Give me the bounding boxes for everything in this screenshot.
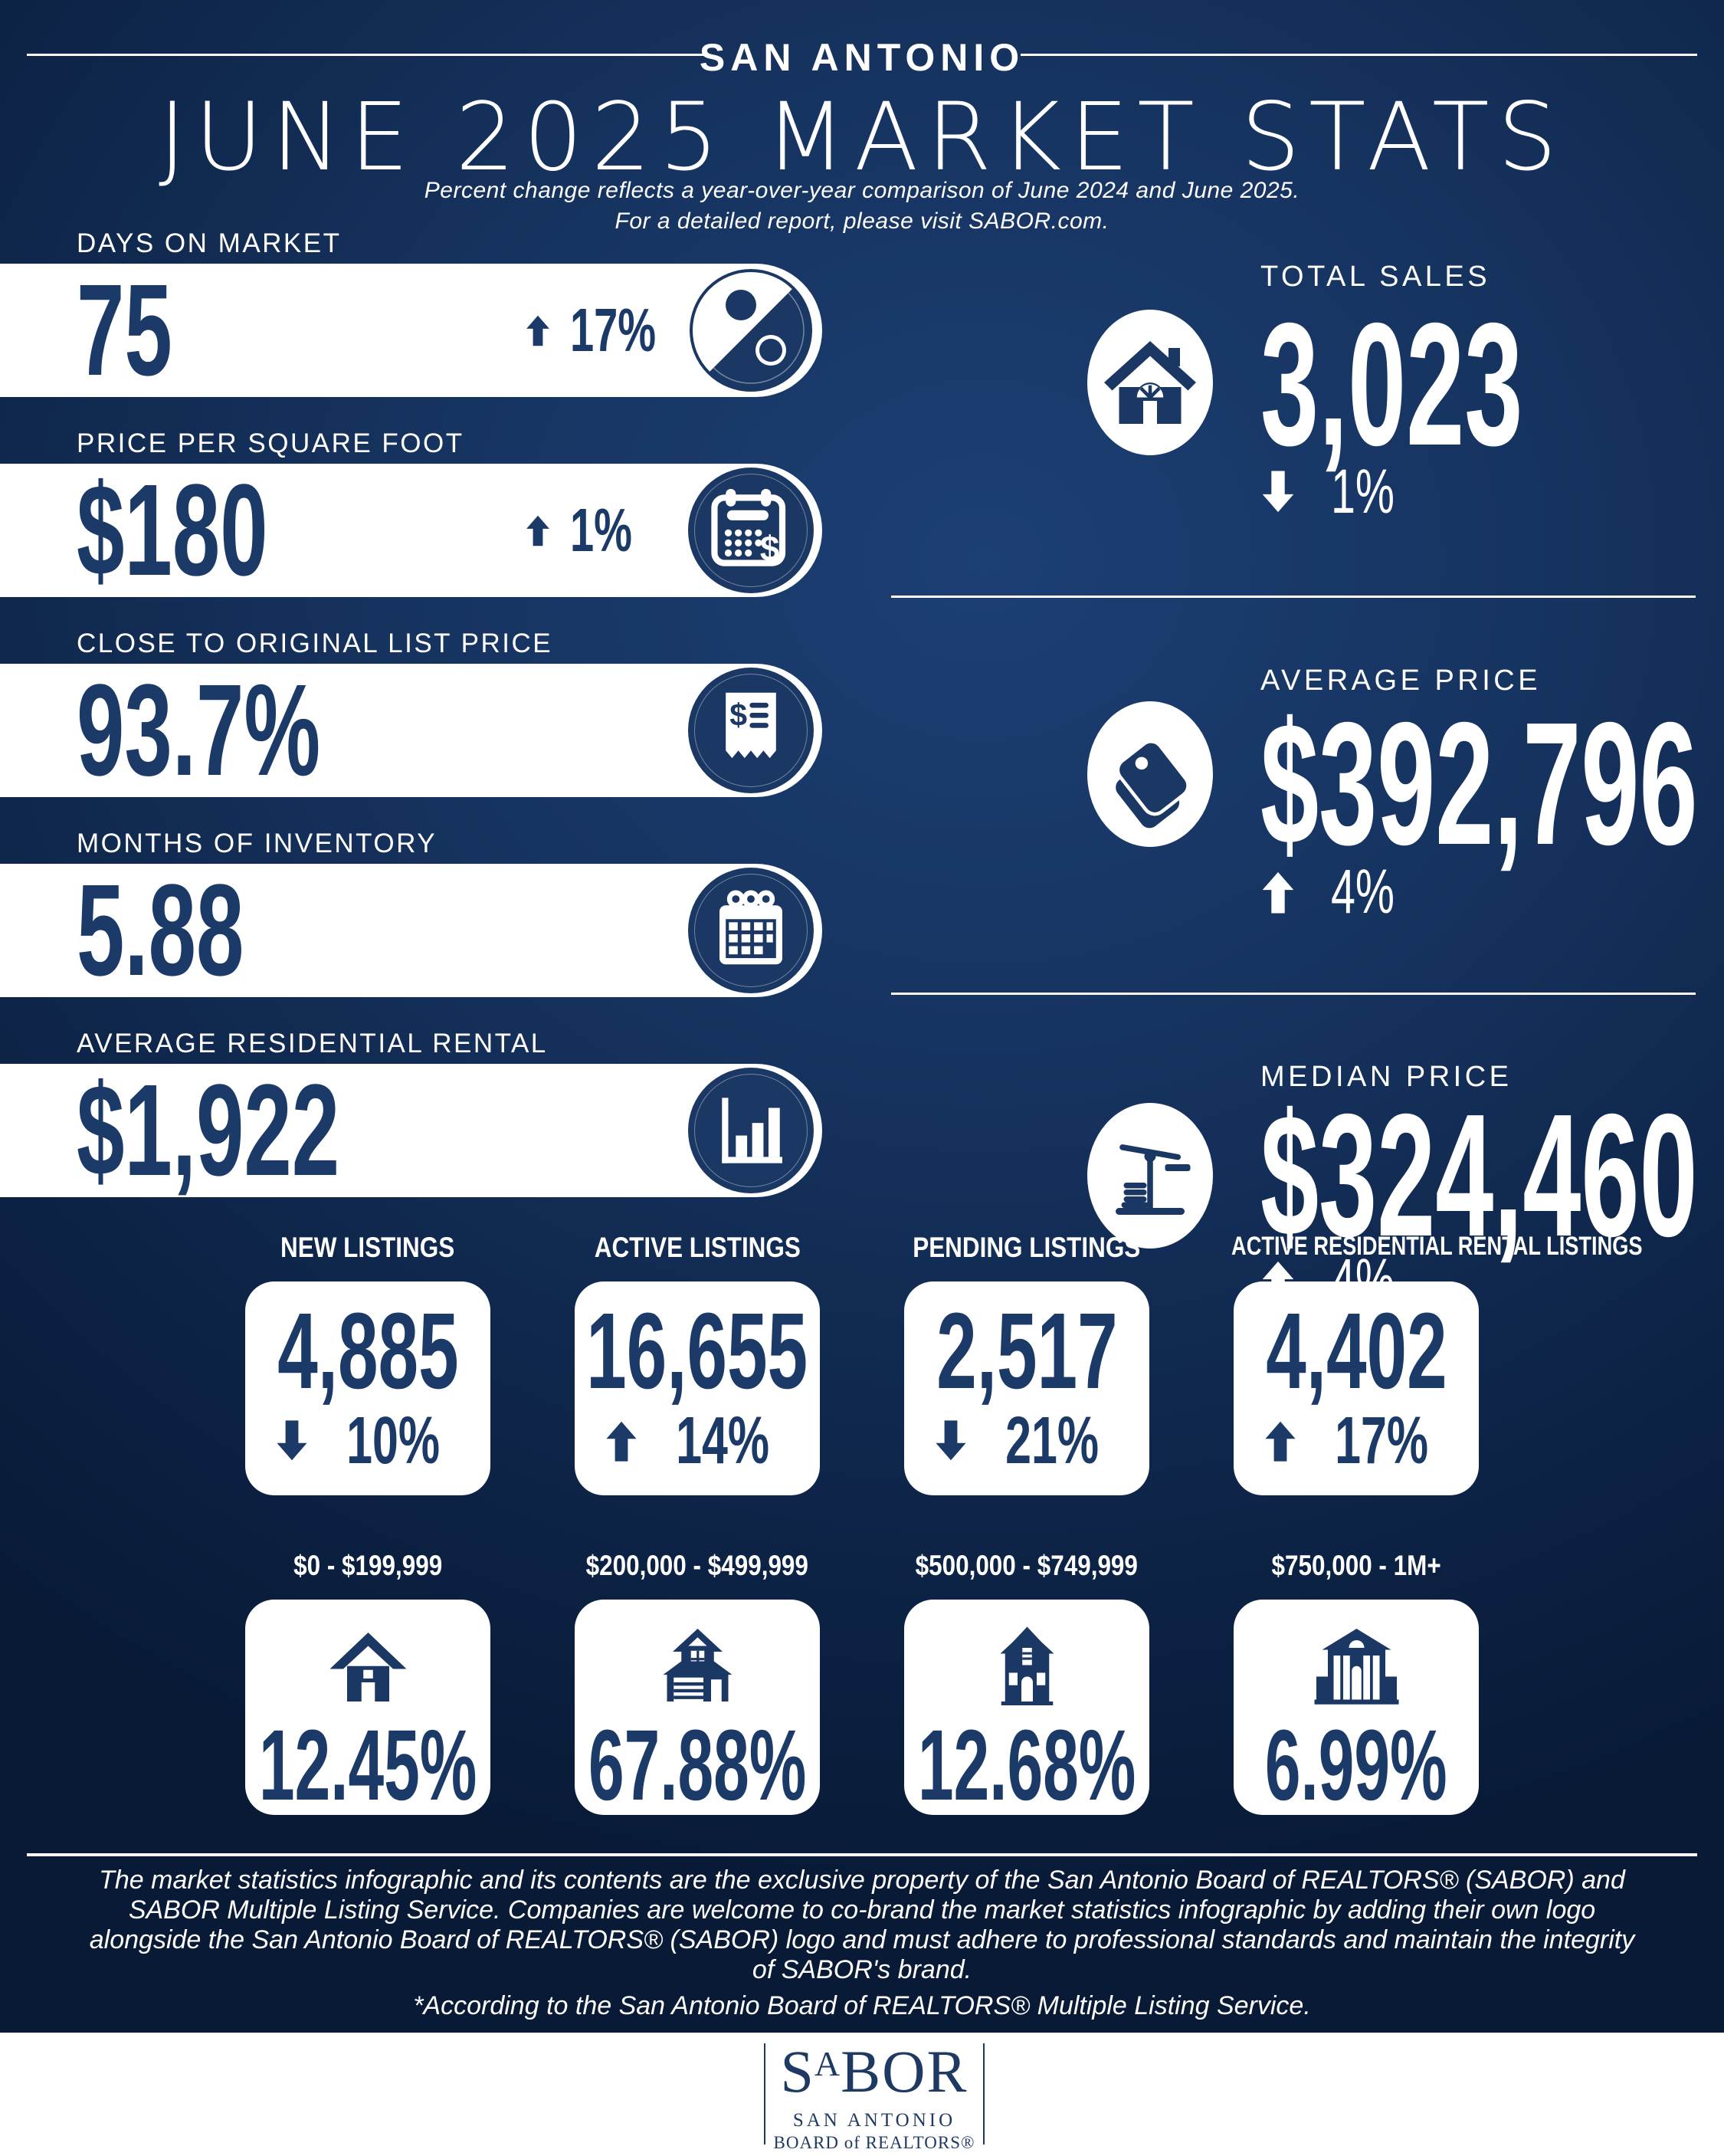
label-price-range-3: $500,000 - $749,999 [915,1550,1139,1581]
subtitle-line2: For a detailed report, please visit SABO… [615,208,1109,234]
disclaimer-line3: alongside the San Antonio Board of REALT… [89,1925,1635,1954]
stat-change: 17% [526,264,693,397]
up-arrow-icon [526,510,550,551]
svg-text:$: $ [760,528,780,568]
up-arrow-icon [1264,1419,1296,1463]
subtitle-line1: Percent change reflects a year-over-year… [424,178,1300,203]
day-night-icon [688,267,814,393]
stat-label-days-on-market: DAYS ON MARKET [77,228,342,258]
value-price-range-4: 6.99% [1265,1708,1447,1821]
disclaimer-line2: SABOR Multiple Listing Service. Companie… [128,1895,1596,1925]
change-new-listings: 10% [245,1403,490,1479]
value-price-range-1: 12.45% [258,1708,477,1821]
stat-bar-avg-rental: $1,922 [0,1058,822,1203]
calendar-icon [688,868,814,993]
change-active-listings: 14% [575,1403,820,1479]
stat-change-average-price: 4% [1260,854,1422,930]
stat-bar-close-to-list: 93.7% $ [0,658,822,803]
header-location: SAN ANTONIO [699,36,1025,79]
header-rule-right [1021,54,1697,56]
stat-value: 75 [77,258,172,403]
down-arrow-icon [276,1419,308,1463]
stat-change-total-sales: 1% [1260,454,1422,530]
value-price-range-3: 12.68% [917,1708,1136,1821]
calendar-dollar-icon: $ [688,468,814,593]
stat-bar-days-on-market: 75 17% [0,258,822,403]
page-title: JUNE 2025 MARKET STATS [159,83,1565,192]
value-pending-listings: 2,517 [936,1289,1118,1411]
change-pending-listings: 21% [904,1403,1149,1479]
down-arrow-icon [1260,470,1296,514]
label-price-range-2: $200,000 - $499,999 [585,1550,809,1581]
up-arrow-icon [605,1419,637,1463]
disclaimer-line4: of SABOR's brand. [752,1955,972,1984]
stat-value-median-price: $324,460 [1260,1078,1698,1273]
stat-change: 1% [526,464,659,597]
stat-label-avg-rental: AVERAGE RESIDENTIAL RENTAL [77,1029,548,1058]
up-arrow-icon [526,310,550,351]
label-price-range-1: $0 - $199,999 [293,1550,443,1581]
sabor-logo: SABOR SAN ANTONIO BOARD of REALTORS® [764,2038,985,2152]
house-two-story-icon [904,1619,1149,1718]
value-new-listings: 4,885 [277,1289,459,1411]
sabor-logo-line1: SAN ANTONIO [792,2110,956,2131]
house-garage-icon [575,1619,820,1718]
stat-bar-months-inventory: 5.88 [0,858,822,1003]
value-price-range-2: 67.88% [588,1708,807,1821]
footer: SABOR SAN ANTONIO BOARD of REALTORS® [0,2033,1724,2156]
disclaimer-line1: The market statistics infographic and it… [99,1866,1625,1895]
house-icon [1087,310,1213,455]
label-pending-listings: PENDING LISTINGS [913,1232,1141,1263]
stat-label-months-inventory: MONTHS OF INVENTORY [77,829,438,858]
stat-label-total-sales: TOTAL SALES [1260,261,1491,293]
divider [891,993,1696,995]
price-tags-icon [1087,701,1213,847]
stat-bar-price-per-sqft: $180 1% $ [0,458,822,603]
disclaimer-footnote: *According to the San Antonio Board of R… [413,1991,1311,2020]
label-active-listings: ACTIVE LISTINGS [594,1232,801,1263]
bar-chart-icon [688,1068,814,1193]
footer-rule [27,1853,1697,1856]
stat-label-median-price: MEDIAN PRICE [1260,1061,1513,1093]
label-price-range-4: $750,000 - 1M+ [1271,1550,1441,1581]
up-arrow-icon [1260,870,1296,914]
down-arrow-icon [935,1419,967,1463]
stat-value-average-price: $392,796 [1260,686,1698,881]
divider [891,596,1696,598]
change-active-rental-listings: 17% [1234,1403,1479,1479]
label-active-rental-listings: ACTIVE RESIDENTIAL RENTAL LISTINGS [1231,1232,1643,1261]
stat-label-price-per-sqft: PRICE PER SQUARE FOOT [77,428,464,458]
header-rule-left [27,54,706,56]
balance-scale-icon [1087,1103,1213,1249]
stat-value-total-sales: 3,023 [1260,287,1523,482]
sabor-logo-wordmark: SABOR [780,2038,969,2105]
house-simple-icon [245,1619,490,1718]
stat-label-average-price: AVERAGE PRICE [1260,665,1542,697]
value-active-rental-listings: 4,402 [1265,1289,1447,1411]
card-pending-listings [904,1281,1149,1495]
receipt-icon: $ [688,668,814,793]
svg-text:$: $ [729,697,747,732]
sabor-logo-line2: BOARD of REALTORS® [773,2133,975,2152]
mansion-icon [1234,1619,1479,1718]
value-active-listings: 16,655 [586,1289,808,1411]
stat-label-close-to-list: CLOSE TO ORIGINAL LIST PRICE [77,628,553,658]
label-new-listings: NEW LISTINGS [280,1232,455,1263]
card-new-listings [245,1281,490,1495]
